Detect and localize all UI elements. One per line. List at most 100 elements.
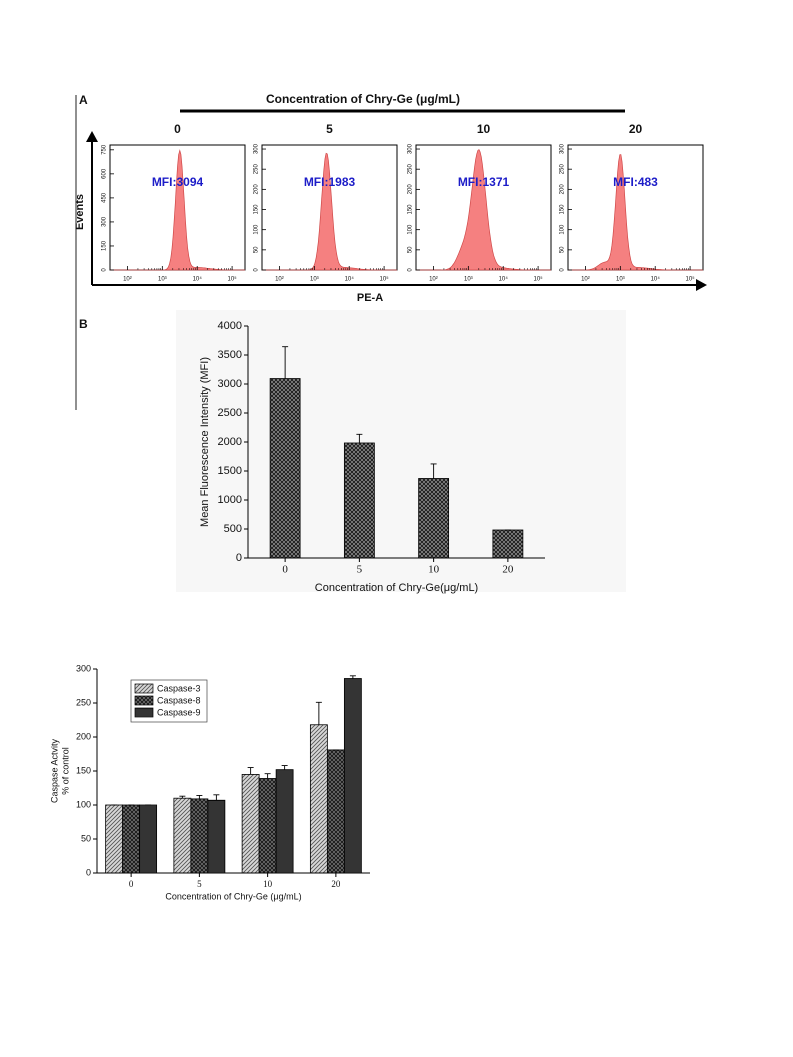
histogram — [262, 152, 397, 271]
x-arrow-head — [696, 279, 707, 291]
y-tick-label: 250 — [408, 164, 414, 175]
y-tick-label: 0 — [86, 867, 91, 877]
legend-swatch — [134, 707, 154, 718]
panel-label: B — [79, 317, 88, 331]
error-bar — [213, 794, 220, 801]
x-tick-label: 10² — [275, 277, 284, 283]
histogram — [110, 149, 245, 271]
bar — [173, 797, 192, 874]
y-axis-label: Mean Fluorescence Intensity (MFI) — [199, 357, 211, 527]
error-bar — [315, 701, 322, 725]
mfi-label: MFI:3094 — [152, 175, 204, 189]
y-tick-label: 250 — [560, 164, 566, 175]
bar — [139, 804, 158, 874]
y-tick-label: 50 — [408, 246, 414, 253]
y-tick-label: 0 — [560, 268, 566, 272]
y-tick-label: 300 — [560, 143, 566, 154]
panel-a-title: Concentration of Chry-Ge (μg/mL) — [266, 92, 460, 106]
histogram — [416, 149, 551, 271]
bar — [105, 804, 124, 874]
error-bar — [196, 795, 203, 799]
x-tick-label: 10³ — [310, 277, 319, 283]
bar — [343, 678, 362, 874]
panel-label: A — [79, 93, 88, 107]
error-bar — [179, 795, 186, 799]
y-tick-label: 100 — [76, 799, 91, 809]
bar — [122, 804, 141, 874]
bar — [492, 529, 524, 559]
concentration-label: 10 — [477, 122, 491, 136]
histogram-frame — [567, 144, 704, 271]
x-tick-label: 10⁵ — [228, 276, 238, 283]
y-tick-label: 750 — [102, 144, 108, 155]
y-tick-label: 0 — [102, 268, 108, 272]
x-tick-label: 10⁵ — [534, 276, 544, 283]
x-tick-label: 10⁴ — [499, 276, 509, 283]
x-tick-label: 20 — [502, 564, 514, 576]
bar — [275, 769, 294, 874]
x-tick-label: 10⁴ — [193, 276, 203, 283]
x-tick-label: 10 — [263, 879, 273, 889]
x-tick-label: 5 — [197, 879, 202, 889]
y-axis-label: % of control — [60, 747, 70, 795]
bar — [258, 778, 277, 874]
x-tick-label: 10⁴ — [345, 276, 355, 283]
bar — [418, 478, 450, 559]
x-tick-label: 10³ — [158, 277, 167, 283]
legend-swatch — [134, 683, 154, 694]
x-tick-label: 10³ — [464, 277, 473, 283]
y-tick-label: 600 — [102, 168, 108, 179]
y-tick-label: 200 — [408, 184, 414, 195]
mfi-label: MFI:1983 — [304, 175, 356, 189]
legend-label: Caspase-9 — [157, 707, 201, 717]
y-tick-label: 4000 — [218, 320, 242, 332]
y-tick-label: 0 — [254, 268, 260, 272]
y-tick-label: 0 — [408, 268, 414, 272]
error-bar — [356, 433, 363, 443]
y-tick-label: 100 — [254, 224, 260, 235]
mfi-label: MFI:483 — [613, 175, 658, 189]
y-tick-label: 100 — [408, 224, 414, 235]
y-tick-label: 300 — [254, 143, 260, 154]
y-tick-label: 150 — [408, 204, 414, 215]
y-tick-label: 300 — [102, 216, 108, 227]
y-axis-label: Caspase Actvity — [49, 738, 59, 803]
bar — [326, 749, 345, 874]
bar — [309, 724, 328, 874]
x-tick-label: 10⁵ — [686, 276, 696, 283]
x-axis-label: Concentration of Chry-Ge(μg/mL) — [315, 582, 478, 594]
bar — [241, 774, 260, 874]
y-tick-label: 50 — [254, 246, 260, 253]
concentration-label: 0 — [174, 122, 181, 136]
x-tick-label: 20 — [331, 879, 341, 889]
x-tick-label: 0 — [129, 879, 134, 889]
bar — [190, 798, 209, 874]
x-tick-label: 10⁴ — [651, 276, 661, 283]
y-tick-label: 150 — [102, 240, 108, 251]
x-axis-label: PE-A — [357, 292, 383, 304]
error-bar — [430, 463, 437, 479]
y-tick-label: 450 — [102, 192, 108, 203]
x-tick-label: 10⁵ — [380, 276, 390, 283]
y-tick-label: 500 — [224, 523, 242, 535]
error-bar — [349, 675, 356, 679]
y-tick-label: 1000 — [218, 494, 242, 506]
y-tick-label: 0 — [236, 552, 242, 564]
x-tick-label: 10² — [429, 277, 438, 283]
x-tick-label: 10² — [123, 277, 132, 283]
y-tick-label: 150 — [76, 765, 91, 775]
y-tick-label: 200 — [76, 731, 91, 741]
x-tick-label: 10² — [581, 277, 590, 283]
y-axis-label: Events — [74, 194, 86, 230]
legend-swatch — [134, 695, 154, 706]
bar — [343, 442, 375, 559]
y-tick-label: 100 — [560, 224, 566, 235]
histogram — [568, 154, 703, 271]
x-tick-label: 10³ — [616, 277, 625, 283]
x-axis-label: Concentration of Chry-Ge (μg/mL) — [165, 891, 301, 901]
legend-label: Caspase-8 — [157, 695, 201, 705]
y-tick-label: 1500 — [218, 465, 242, 477]
y-tick-label: 3000 — [218, 378, 242, 390]
legend-label: Caspase-3 — [157, 683, 201, 693]
